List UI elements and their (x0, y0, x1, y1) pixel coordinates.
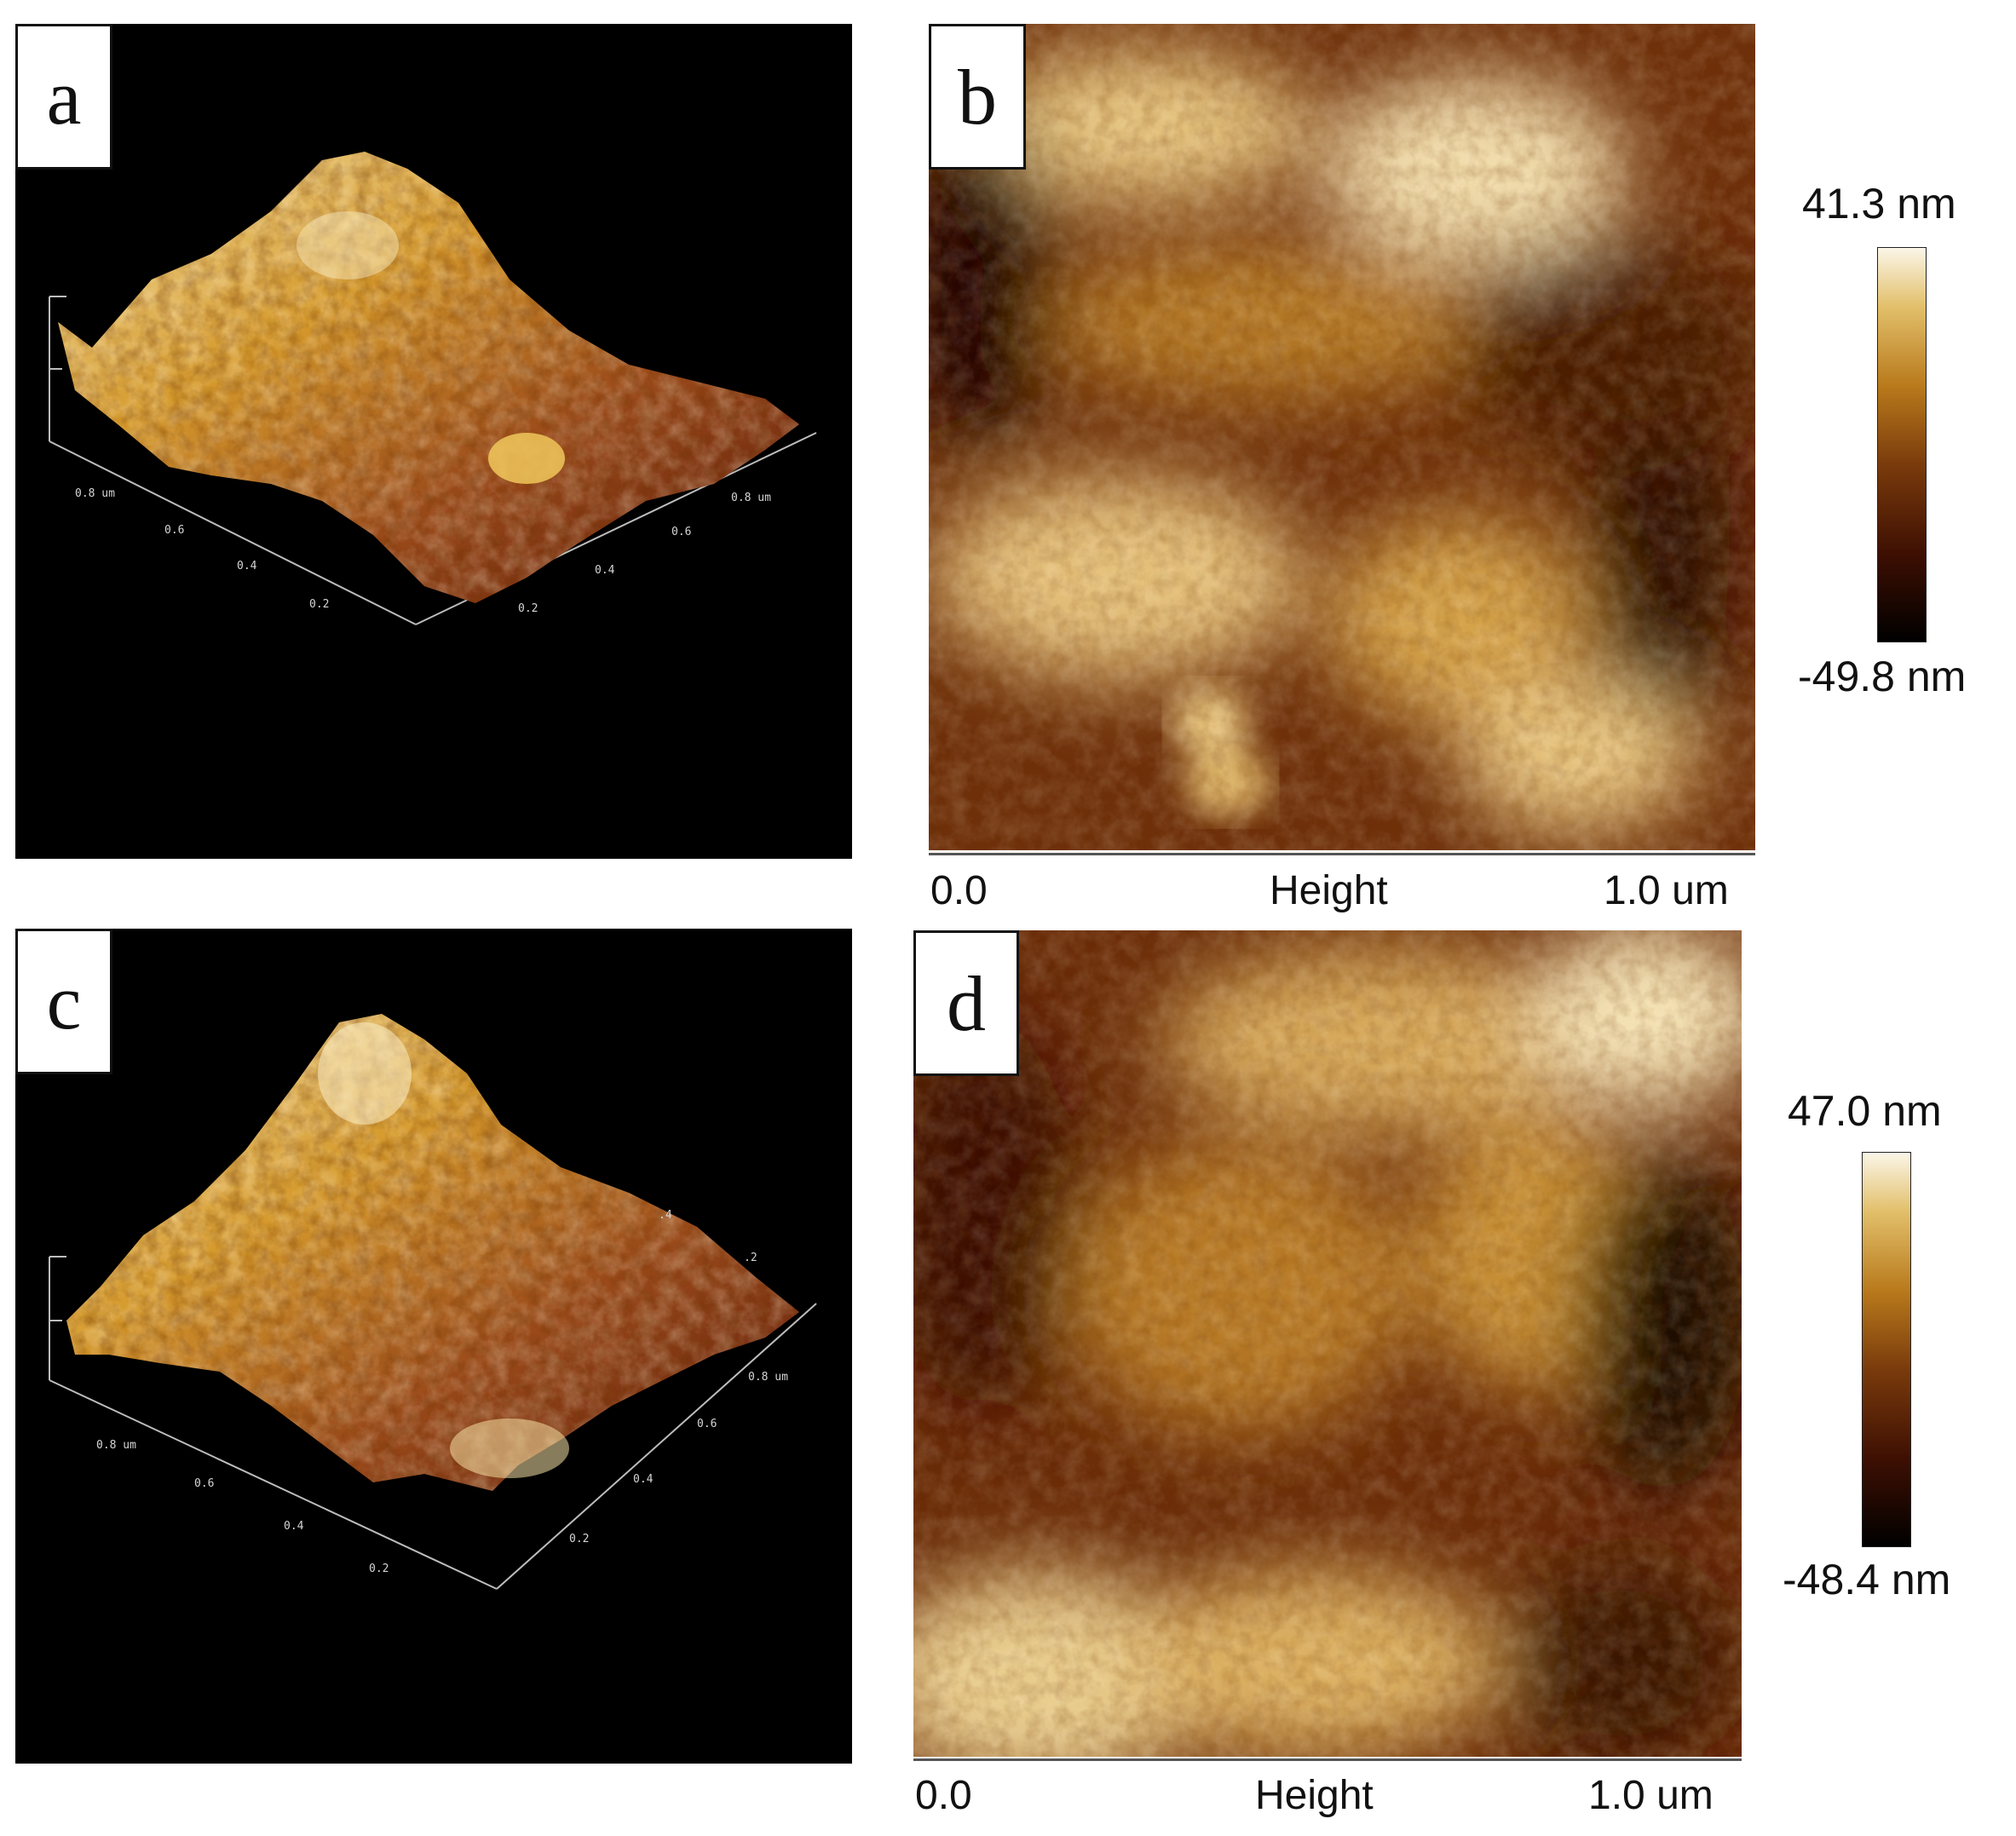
tick-c-left-2: 0.4 (284, 1520, 304, 1533)
tick-c-back-0: .4 (659, 1209, 672, 1222)
axis-title-b: Height (1270, 868, 1388, 913)
height-map-d (913, 930, 1742, 1757)
axis-start-d: 0.0 (915, 1773, 972, 1818)
tick-a-left-1: 0.6 (164, 524, 184, 537)
tick-c-right-2: 0.4 (633, 1473, 654, 1486)
axis-title-d: Height (1255, 1773, 1374, 1818)
tick-c-back-1: .2 (744, 1252, 757, 1264)
axis-line-d (913, 1758, 1742, 1761)
tick-a-right-1: 0.6 (671, 526, 691, 538)
panel-label-a: a (15, 24, 112, 170)
colorbar-max-d: 47.0 nm (1788, 1087, 1942, 1135)
axis-line-b (929, 853, 1755, 855)
tick-c-right-3: 0.2 (569, 1533, 589, 1545)
tick-a-right-0: 0.8 um (731, 492, 771, 504)
tick-c-left-0: 0.8 um (96, 1439, 136, 1452)
height-map-b (929, 24, 1755, 850)
colorbar-min-b: -49.8 nm (1798, 653, 1967, 700)
tick-c-left-1: 0.6 (194, 1477, 214, 1490)
tick-c-right-0: 0.8 um (748, 1371, 788, 1384)
tick-a-right-3: 0.2 (518, 602, 538, 615)
axis-end-d: 1.0 um (1588, 1773, 1714, 1818)
panel-label-c: c (15, 929, 112, 1074)
panel-label-b: b (929, 24, 1026, 170)
tick-a-right-2: 0.4 (595, 564, 615, 577)
panel-a-3d-surface: 0.8 um 0.6 0.4 0.2 0.8 um 0.6 0.4 0.2 a (15, 24, 852, 859)
colorbar-b (1877, 247, 1927, 642)
axis-end-b: 1.0 um (1604, 868, 1729, 913)
panel-label-d: d (913, 930, 1019, 1076)
colorbar-min-d: -48.4 nm (1783, 1556, 1951, 1603)
tick-c-right-1: 0.6 (697, 1418, 717, 1430)
surface-plot-a: 0.8 um 0.6 0.4 0.2 0.8 um 0.6 0.4 0.2 (15, 24, 852, 859)
tick-a-left-0: 0.8 um (75, 487, 115, 500)
colorbar-d (1862, 1152, 1911, 1547)
tick-a-left-2: 0.4 (237, 560, 257, 573)
tick-a-left-3: 0.2 (309, 598, 329, 611)
axis-start-b: 0.0 (930, 868, 988, 913)
tick-c-left-3: 0.2 (369, 1563, 389, 1575)
panel-d-height-map: d (913, 930, 1742, 1757)
surface-plot-c: 0.8 um 0.6 0.4 0.2 0.8 um 0.6 0.4 0.2 .4… (15, 929, 852, 1764)
colorbar-max-b: 41.3 nm (1802, 180, 1956, 227)
panel-b-height-map: b (929, 24, 1755, 850)
panel-c-3d-surface: 0.8 um 0.6 0.4 0.2 0.8 um 0.6 0.4 0.2 .4… (15, 929, 852, 1764)
